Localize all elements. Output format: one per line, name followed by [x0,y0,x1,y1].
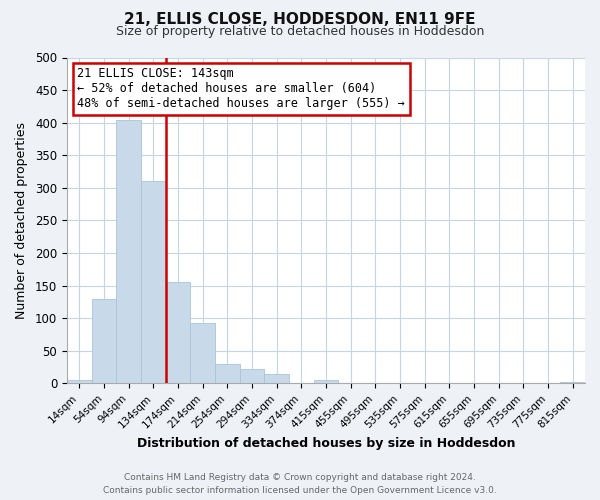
Bar [190,323,215,384]
Bar [92,298,116,384]
Text: 21, ELLIS CLOSE, HODDESDON, EN11 9FE: 21, ELLIS CLOSE, HODDESDON, EN11 9FE [124,12,476,28]
Bar [264,374,289,384]
Bar [141,180,166,384]
Bar [166,282,190,384]
Bar [67,380,92,384]
Bar [560,382,585,384]
Bar [215,364,239,384]
Bar [239,369,264,384]
Text: Contains HM Land Registry data © Crown copyright and database right 2024.
Contai: Contains HM Land Registry data © Crown c… [103,473,497,495]
Text: 21 ELLIS CLOSE: 143sqm
← 52% of detached houses are smaller (604)
48% of semi-de: 21 ELLIS CLOSE: 143sqm ← 52% of detached… [77,68,405,110]
Bar [116,120,141,384]
Text: Size of property relative to detached houses in Hoddesdon: Size of property relative to detached ho… [116,25,484,38]
X-axis label: Distribution of detached houses by size in Hoddesdon: Distribution of detached houses by size … [137,437,515,450]
Bar [314,380,338,384]
Y-axis label: Number of detached properties: Number of detached properties [15,122,28,319]
